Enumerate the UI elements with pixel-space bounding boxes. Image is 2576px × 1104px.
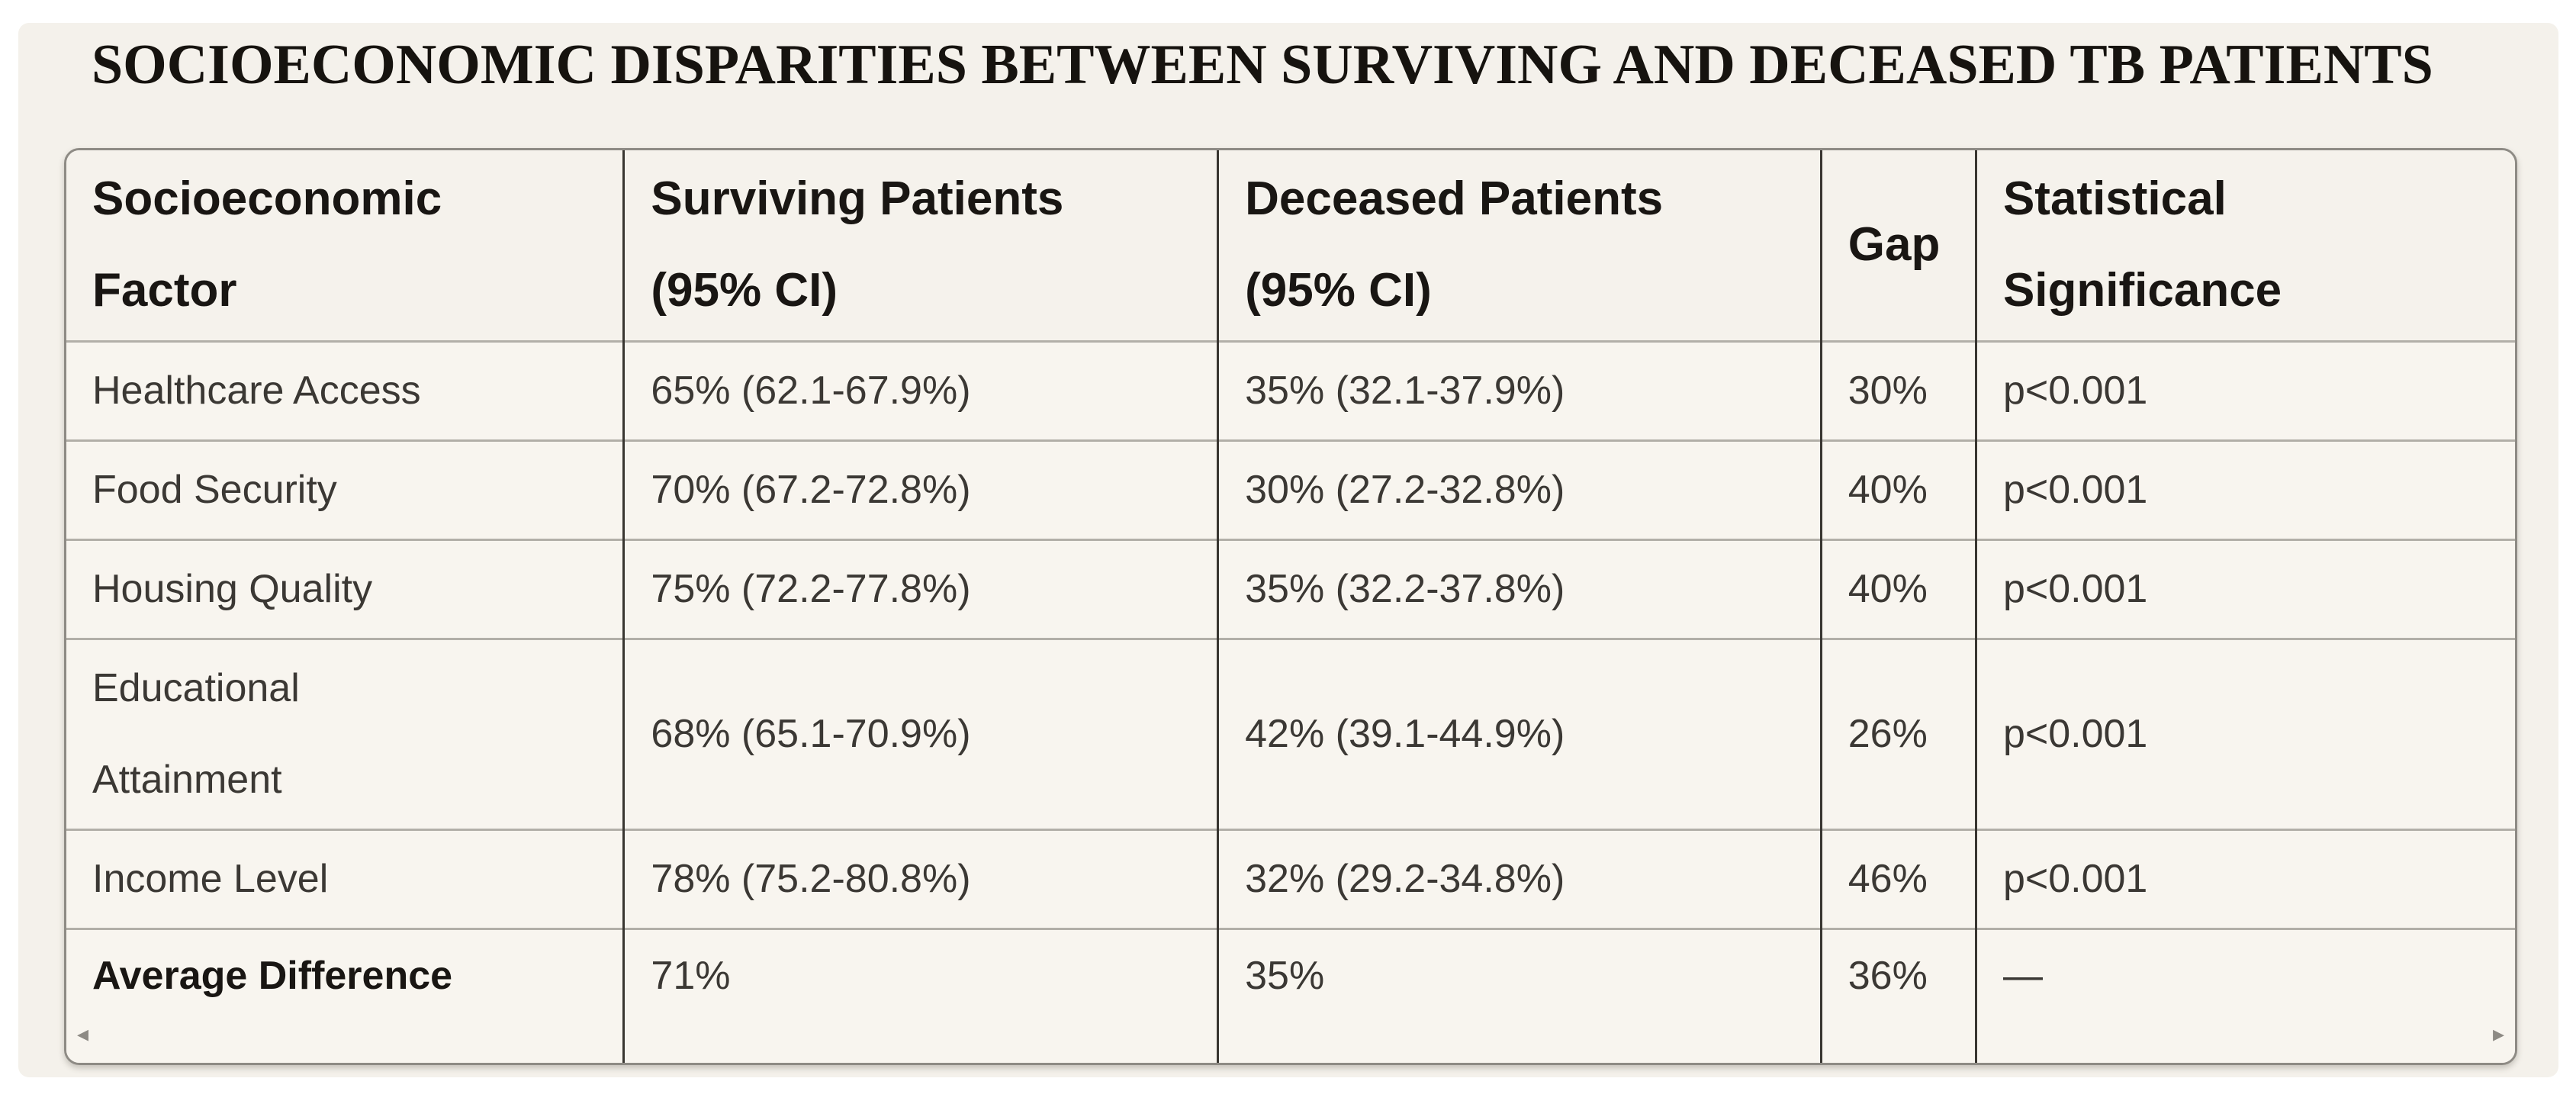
cell-factor: Healthcare Access bbox=[66, 340, 624, 440]
cell-deceased: 35% (32.1-37.9%) bbox=[1217, 340, 1822, 440]
scroll-right-icon[interactable]: ▸ bbox=[2492, 1022, 2504, 1047]
cell-significance: — bbox=[1974, 927, 2515, 1063]
cell-gap: 36% bbox=[1819, 927, 1976, 1063]
cell-significance: p<0.001 bbox=[1974, 439, 2515, 539]
cell-surviving: 71% bbox=[622, 927, 1218, 1063]
cell-significance: p<0.001 bbox=[1974, 637, 2515, 829]
col-header-socioeconomic-factor: Socioeconomic Factor bbox=[66, 150, 624, 341]
cell-significance: p<0.001 bbox=[1974, 340, 2515, 440]
cell-factor: Food Security bbox=[66, 439, 624, 539]
cell-surviving: 75% (72.2-77.8%) bbox=[622, 538, 1218, 639]
cell-surviving: 65% (62.1-67.9%) bbox=[622, 340, 1218, 440]
cell-deceased: 32% (29.2-34.8%) bbox=[1217, 828, 1822, 929]
scroll-left-icon[interactable]: ◂ bbox=[77, 1022, 89, 1047]
disparities-table: Socioeconomic Factor Surviving Patients … bbox=[66, 150, 2515, 1063]
cell-gap: 40% bbox=[1819, 538, 1976, 639]
col-header-surviving-patients: Surviving Patients (95% CI) bbox=[622, 150, 1218, 341]
table-row-average-difference: Average Difference 71% 35% 36% — bbox=[66, 927, 2515, 1063]
table-row: Housing Quality 75% (72.2-77.8%) 35% (32… bbox=[66, 538, 2515, 639]
col-header-deceased-patients: Deceased Patients (95% CI) bbox=[1217, 150, 1822, 341]
cell-gap: 40% bbox=[1819, 439, 1976, 539]
cell-deceased: 35% (32.2-37.8%) bbox=[1217, 538, 1822, 639]
table-row: Educational Attainment 68% (65.1-70.9%) … bbox=[66, 637, 2515, 829]
content-panel: SOCIOECONOMIC DISPARITIES BETWEEN SURVIV… bbox=[18, 23, 2558, 1077]
cell-significance: p<0.001 bbox=[1974, 538, 2515, 639]
table-row: Income Level 78% (75.2-80.8%) 32% (29.2-… bbox=[66, 828, 2515, 929]
cell-surviving: 78% (75.2-80.8%) bbox=[622, 828, 1218, 929]
cell-gap: 26% bbox=[1819, 637, 1976, 829]
cell-surviving: 70% (67.2-72.8%) bbox=[622, 439, 1218, 539]
col-header-gap: Gap bbox=[1819, 150, 1976, 341]
cell-factor: Income Level bbox=[66, 828, 624, 929]
cell-factor: Educational Attainment bbox=[66, 637, 624, 829]
cell-deceased: 35% bbox=[1217, 927, 1822, 1063]
cell-gap: 46% bbox=[1819, 828, 1976, 929]
table-container: Socioeconomic Factor Surviving Patients … bbox=[64, 148, 2517, 1065]
cell-significance: p<0.001 bbox=[1974, 828, 2515, 929]
cell-deceased: 30% (27.2-32.8%) bbox=[1217, 439, 1822, 539]
cell-factor: Average Difference bbox=[66, 927, 624, 1063]
table-row: Food Security 70% (67.2-72.8%) 30% (27.2… bbox=[66, 439, 2515, 539]
cell-gap: 30% bbox=[1819, 340, 1976, 440]
table-row: Healthcare Access 65% (62.1-67.9%) 35% (… bbox=[66, 340, 2515, 440]
col-header-statistical-significance: Statistical Significance bbox=[1974, 150, 2515, 341]
cell-factor: Housing Quality bbox=[66, 538, 624, 639]
page-title: SOCIOECONOMIC DISPARITIES BETWEEN SURVIV… bbox=[92, 34, 2433, 96]
cell-surviving: 68% (65.1-70.9%) bbox=[622, 637, 1218, 829]
cell-deceased: 42% (39.1-44.9%) bbox=[1217, 637, 1822, 829]
table-header-row: Socioeconomic Factor Surviving Patients … bbox=[66, 150, 2515, 341]
